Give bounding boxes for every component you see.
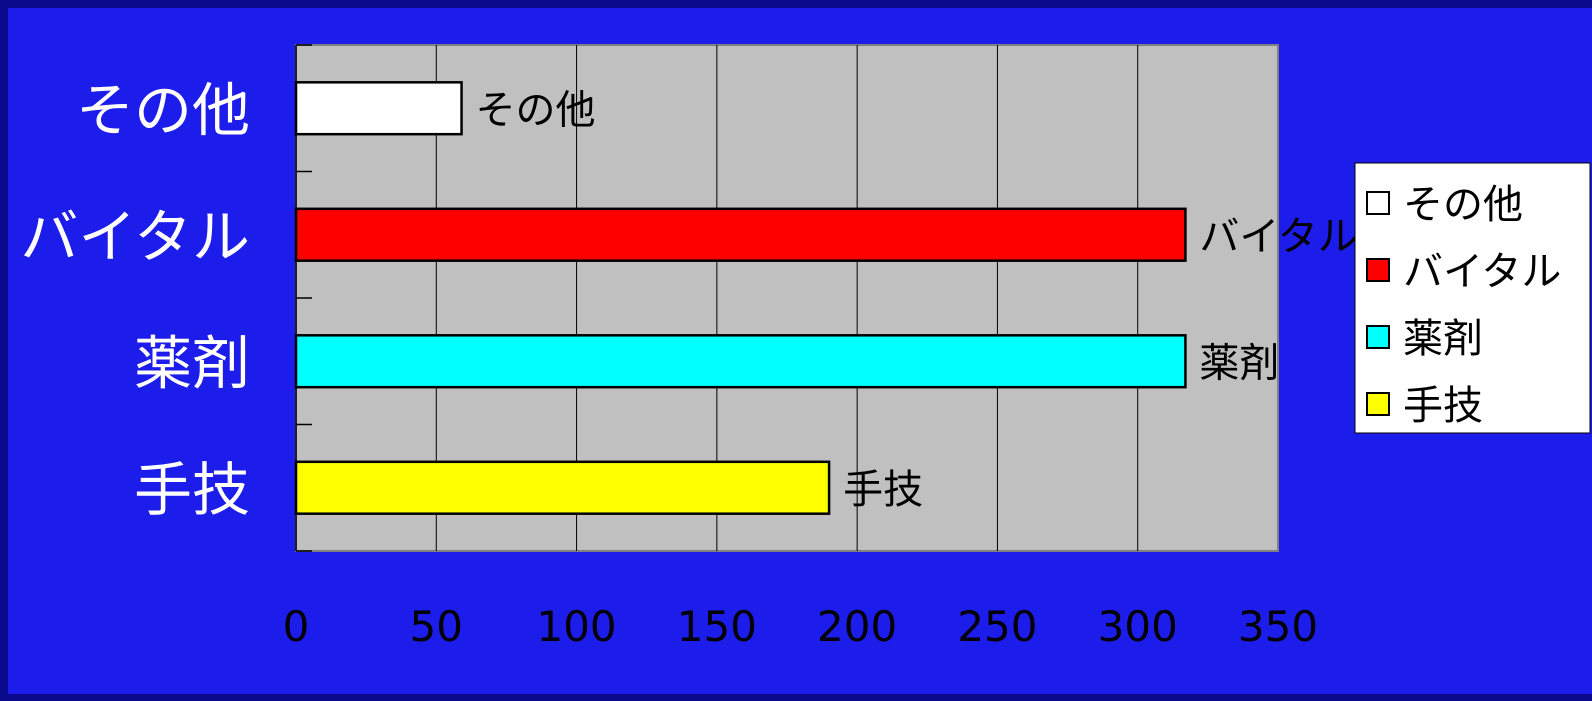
legend-label: その他 [1403,182,1523,228]
legend-label: バイタル [1403,249,1561,295]
legend-box [1354,162,1591,434]
legend-label: 手技 [1403,383,1483,429]
x-tick-label: 300 [1098,602,1178,651]
x-tick-label: 0 [283,602,310,651]
data-label: 薬剤 [1199,340,1279,386]
legend-swatch [1366,191,1390,215]
y-tick-label: その他 [76,76,250,144]
legend-label: 薬剤 [1403,316,1483,362]
data-label: その他 [476,87,596,133]
data-label: 手技 [843,467,923,513]
x-tick-label: 200 [817,602,897,651]
x-tick-label: 150 [677,602,757,651]
legend-swatch [1366,325,1390,349]
x-tick-label: 250 [957,602,1037,651]
bar [294,334,1187,389]
data-label: バイタル [1199,214,1357,260]
legend-swatch [1366,258,1390,282]
y-tick-label: バイタル [20,203,250,271]
x-tick-label: 350 [1238,602,1318,651]
y-tick-label: 手技 [134,456,250,524]
y-tick-label: 薬剤 [134,329,250,397]
bar [294,81,463,136]
x-tick-label: 50 [410,602,463,651]
legend-swatch [1366,392,1390,416]
x-tick-label: 100 [536,602,616,651]
bar [294,207,1187,262]
bar [294,460,831,515]
